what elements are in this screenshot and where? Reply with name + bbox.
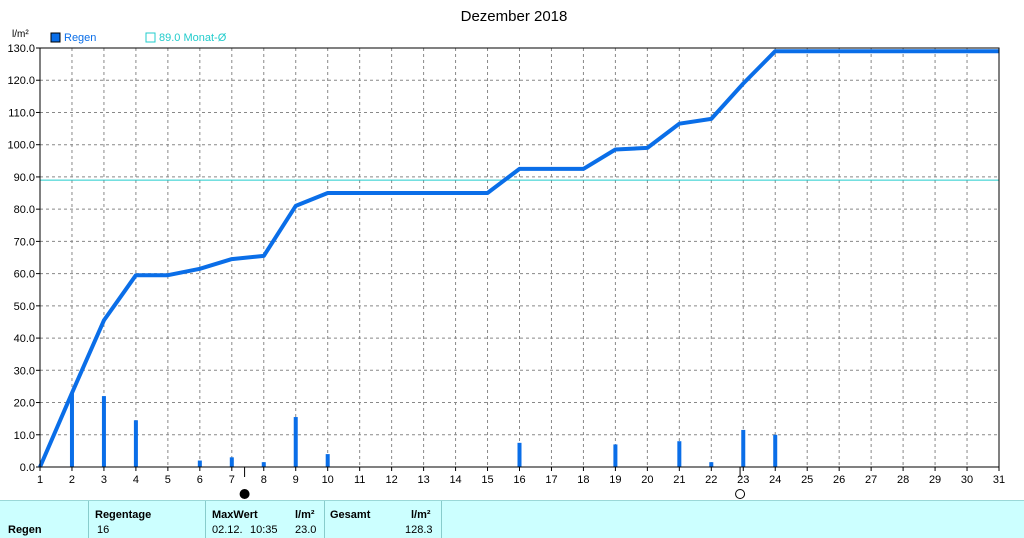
gesamt-label: Gesamt xyxy=(330,509,371,521)
x-tick-label: 27 xyxy=(865,474,877,486)
y-axis-unit: l/m² xyxy=(12,29,29,40)
rain-chart: Dezember 2018 l/m² Regen 89.0 Monat-Ø 0.… xyxy=(7,8,1005,499)
legend-average-swatch xyxy=(145,32,156,43)
rain-bar xyxy=(773,434,778,467)
x-tick-label: 5 xyxy=(165,474,171,486)
x-tick-label: 4 xyxy=(133,474,139,486)
x-tick-label: 1 xyxy=(37,474,43,486)
full-moon-icon xyxy=(735,489,746,499)
chart-title: Dezember 2018 xyxy=(461,8,568,25)
new-moon-icon xyxy=(239,489,250,499)
y-tick-label: 90.0 xyxy=(14,172,35,184)
y-tick-label: 100.0 xyxy=(7,140,35,152)
maxwert-label: MaxWert xyxy=(212,509,258,521)
x-tick-label: 30 xyxy=(961,474,973,486)
summary-separator xyxy=(205,501,206,538)
maxwert-time: 10:35 xyxy=(250,524,278,536)
rain-bar xyxy=(325,454,330,467)
x-tick-label: 12 xyxy=(386,474,398,486)
x-tick-label: 24 xyxy=(769,474,781,486)
maxwert-unit: l/m² xyxy=(295,509,315,521)
rain-bar xyxy=(517,442,522,467)
plot-frame xyxy=(39,47,1000,468)
y-axis: 0.0 10.0 20.0 30.0 40.0 50.0 60.0 70.0 80.0 90.0 1… xyxy=(7,43,40,474)
y-tick-label: 120.0 xyxy=(7,75,35,87)
cumulative-rain-line xyxy=(38,49,999,468)
x-tick-label: 17 xyxy=(545,474,557,486)
x-tick-label: 26 xyxy=(833,474,845,486)
x-tick-label: 3 xyxy=(101,474,107,486)
maxwert-value: 23.0 xyxy=(295,524,317,536)
y-tick-label: 0.0 xyxy=(20,462,35,474)
rain-bar xyxy=(709,462,714,467)
rain-bar xyxy=(133,420,138,467)
y-tick-label: 20.0 xyxy=(14,398,35,410)
x-tick-label: 10 xyxy=(322,474,334,486)
regentage-label: Regentage xyxy=(95,509,152,521)
moon-phases xyxy=(239,467,746,499)
x-tick-label: 16 xyxy=(513,474,525,486)
x-tick-label: 31 xyxy=(993,474,1005,486)
y-tick-label: 60.0 xyxy=(14,269,35,281)
x-tick-label: 20 xyxy=(641,474,653,486)
x-tick-label: 29 xyxy=(929,474,941,486)
summary-separator xyxy=(324,501,325,538)
maxwert-date: 02.12. xyxy=(212,524,243,536)
rain-bar xyxy=(293,417,298,467)
gesamt-value: 128.3 xyxy=(405,524,433,536)
y-tick-label: 30.0 xyxy=(14,365,35,377)
gesamt-unit: l/m² xyxy=(411,509,431,521)
y-tick-label: 50.0 xyxy=(14,301,35,313)
x-tick-label: 14 xyxy=(449,474,461,486)
rain-bar xyxy=(101,396,106,467)
x-tick-label: 28 xyxy=(897,474,909,486)
x-axis: 1 2 3 4 5 6 7 8 9 10 11 12 13 14 15 16 17 18 19 20 21 22 23 24 2… xyxy=(37,467,1005,486)
y-tick-label: 70.0 xyxy=(14,236,35,248)
regentage-value: 16 xyxy=(97,524,110,536)
y-tick-label: 110.0 xyxy=(8,107,35,119)
legend: Regen 89.0 Monat-Ø xyxy=(50,32,227,44)
x-tick-label: 22 xyxy=(705,474,717,486)
x-tick-label: 15 xyxy=(481,474,493,486)
y-tick-label: 130.0 xyxy=(7,43,35,55)
rain-bar xyxy=(741,429,746,467)
x-tick-label: 7 xyxy=(229,474,235,486)
rain-bar xyxy=(613,444,618,467)
y-tick-label: 10.0 xyxy=(14,430,35,442)
x-tick-label: 6 xyxy=(197,474,203,486)
x-tick-label: 9 xyxy=(293,474,299,486)
summary-row-label: Regen xyxy=(8,524,42,536)
daily-rain-bars xyxy=(69,392,778,467)
summary-separator xyxy=(88,501,89,538)
y-tick-label: 80.0 xyxy=(14,204,35,216)
x-tick-label: 8 xyxy=(261,474,267,486)
x-tick-label: 2 xyxy=(69,474,75,486)
rain-bar xyxy=(197,460,202,467)
rain-bar xyxy=(69,392,74,467)
x-tick-label: 23 xyxy=(737,474,749,486)
rain-bar xyxy=(229,457,234,467)
legend-average-label: 89.0 Monat-Ø xyxy=(159,32,227,44)
summary-panel: Regen Regentage 16 MaxWert l/m² 02.12. 1… xyxy=(0,500,1024,538)
x-tick-label: 19 xyxy=(609,474,621,486)
x-tick-label: 18 xyxy=(577,474,589,486)
rain-bar xyxy=(677,441,682,467)
x-tick-label: 11 xyxy=(354,474,365,486)
rain-bar xyxy=(261,462,266,467)
legend-regen-swatch xyxy=(50,32,61,43)
y-tick-label: 40.0 xyxy=(14,333,35,345)
summary-separator xyxy=(441,501,442,538)
legend-regen-label: Regen xyxy=(64,32,96,44)
x-tick-label: 21 xyxy=(673,474,685,486)
x-tick-label: 25 xyxy=(801,474,813,486)
x-tick-label: 13 xyxy=(417,474,429,486)
grid xyxy=(40,48,999,467)
